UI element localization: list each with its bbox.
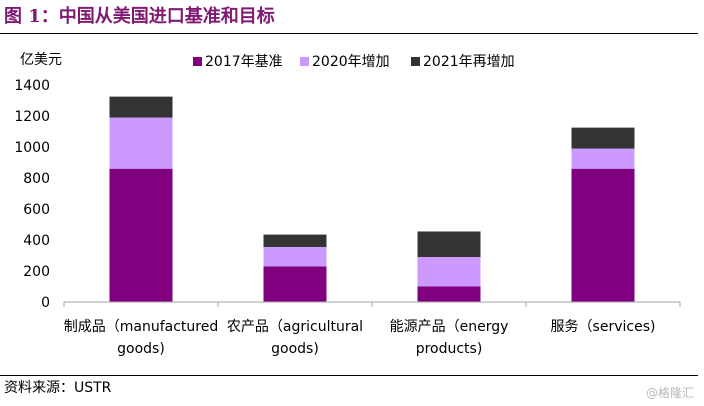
- y-axis-label: 亿美元: [20, 52, 62, 68]
- bar-0-series-2: [109, 96, 173, 118]
- source-note: 资料来源：USTR: [4, 380, 112, 396]
- y-axis: 0 200 400 600 800 1000 1200 1400: [14, 78, 50, 311]
- legend-label-1: 2020年增加: [312, 54, 390, 70]
- bars: [109, 96, 635, 302]
- bar-2-series-0: [417, 286, 481, 302]
- legend-swatch-1: [300, 57, 309, 66]
- x-tick-label-2-line-0: 能源产品（energy: [390, 319, 509, 335]
- watermark: @格隆汇: [646, 384, 694, 402]
- bar-3-series-1: [571, 148, 635, 169]
- x-tick-label-2-line-1: products): [416, 341, 483, 357]
- top-rule: [0, 33, 698, 34]
- bar-0-series-1: [109, 117, 173, 169]
- legend: 2017年基准 2020年增加 2021年再增加: [193, 53, 515, 70]
- y-tick-label-4: 800: [23, 171, 50, 187]
- bar-2-series-1: [417, 257, 481, 287]
- bar-2-series-2: [417, 231, 481, 258]
- figure-title: 图 1：中国从美国进口基准和目标: [4, 6, 275, 27]
- y-tick-label-3: 600: [23, 202, 50, 218]
- x-tick-label-3-line-0: 服务（services): [551, 319, 656, 335]
- y-tick-label-2: 400: [23, 233, 50, 249]
- bar-0-series-0: [109, 168, 173, 302]
- legend-swatch-2: [411, 57, 420, 66]
- x-axis: 制成品（manufactured goods) 农产品（agricultural go…: [63, 301, 681, 357]
- watermark-text: 格隆汇: [657, 386, 694, 400]
- y-tick-label-0: 0: [41, 295, 50, 311]
- x-tick-label-1-line-1: goods): [271, 341, 319, 357]
- legend-label-2: 2021年再增加: [423, 54, 515, 70]
- watermark-icon: @: [645, 386, 658, 400]
- x-tick-label-0-line-1: goods): [117, 341, 165, 357]
- y-tick-label-6: 1200: [14, 109, 50, 125]
- bar-1-series-0: [263, 266, 327, 302]
- x-tick-label-0-line-0: 制成品（manufactured: [64, 319, 218, 335]
- bottom-rule: [0, 375, 698, 376]
- y-tick-label-1: 200: [23, 264, 50, 280]
- bar-1-series-1: [263, 246, 327, 267]
- stacked-bar-chart: 亿美元 2017年基准 2020年增加 2021年再增加 0 200 400 600 800…: [14, 52, 681, 357]
- x-tick-label-1-line-0: 农产品（agricultural: [227, 319, 363, 335]
- legend-swatch-0: [193, 57, 202, 66]
- bar-3-series-2: [571, 127, 635, 149]
- y-tick-label-5: 1000: [14, 140, 50, 156]
- bar-3-series-0: [571, 168, 635, 302]
- legend-label-0: 2017年基准: [205, 53, 283, 70]
- y-tick-label-7: 1400: [14, 78, 50, 94]
- bar-1-series-2: [263, 234, 327, 247]
